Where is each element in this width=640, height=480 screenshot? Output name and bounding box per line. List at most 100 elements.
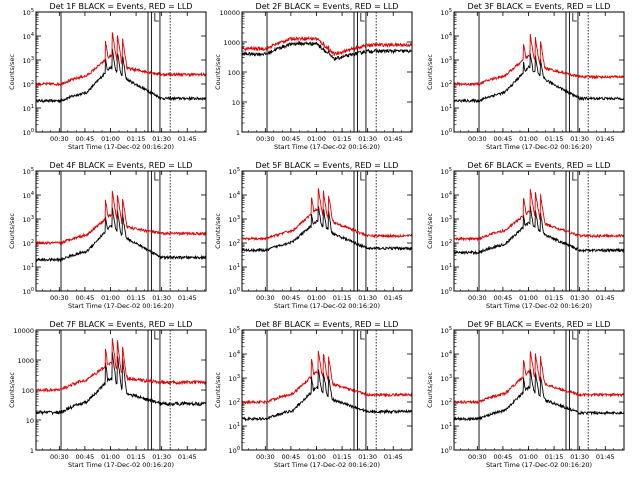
- y-tick-label: 101: [441, 104, 452, 113]
- y-tick-label: 100: [441, 287, 452, 296]
- x-tick-label: 01:30: [358, 135, 377, 143]
- x-tick-label: 01:15: [127, 135, 146, 143]
- y-axis-label: Counts/sec: [8, 213, 16, 249]
- x-tick-label: 01:00: [101, 294, 120, 302]
- y-tick-label: 100: [228, 69, 240, 77]
- detector-panel: Det 1F BLACK = Events, RED = LLD Counts/s…: [8, 2, 207, 151]
- y-tick-label: 100: [441, 128, 452, 137]
- y-tick-label: 1000: [223, 39, 240, 47]
- y-tick-label: 103: [441, 56, 452, 65]
- events-series-line: [241, 206, 413, 253]
- panel-title: Det 3F BLACK = Events, RED = LLD: [468, 2, 611, 11]
- y-axis-label: Counts/sec: [214, 213, 222, 249]
- panel-title: Det 2F BLACK = Events, RED = LLD: [256, 2, 399, 11]
- plot-frame: [35, 329, 207, 451]
- x-tick-label: 01:15: [545, 135, 564, 143]
- x-tick-label: 00:45: [494, 135, 513, 143]
- x-tick-label: 00:30: [256, 294, 275, 302]
- x-tick-label: 01:30: [152, 294, 171, 302]
- x-tick-label: 01:30: [152, 453, 171, 461]
- y-tick-label: 100: [23, 128, 34, 137]
- x-tick-label: 01:00: [519, 135, 538, 143]
- y-axis-label: Counts/sec: [426, 213, 434, 249]
- x-tick-label: 01:30: [358, 453, 377, 461]
- x-tick-label: 01:45: [596, 135, 615, 143]
- x-tick-label: 01:15: [127, 453, 146, 461]
- y-tick-label: 101: [229, 263, 240, 272]
- detector-panel: Det 2F BLACK = Events, RED = LLD Counts/s…: [214, 2, 413, 151]
- y-tick-label: 101: [441, 422, 452, 431]
- time-marker-flag: [360, 331, 365, 340]
- x-tick-label: 00:45: [282, 294, 301, 302]
- plot-frame: [453, 11, 625, 133]
- y-tick-label: 100: [23, 287, 34, 296]
- x-axis-label: Start Time (17-Dec-02 00:16:20): [486, 461, 592, 469]
- y-tick-label: 105: [441, 326, 452, 335]
- x-tick-label: 00:30: [50, 135, 69, 143]
- panel-title: Det 7F BLACK = Events, RED = LLD: [50, 320, 193, 329]
- y-tick-label: 10: [26, 417, 34, 425]
- x-tick-label: 01:00: [519, 453, 538, 461]
- y-tick-label: 102: [441, 239, 452, 248]
- x-tick-label: 01:00: [307, 453, 326, 461]
- plot-frame: [35, 11, 207, 133]
- plot-frame: [35, 170, 207, 292]
- x-tick-label: 01:30: [570, 294, 589, 302]
- x-tick-label: 00:45: [282, 453, 301, 461]
- x-tick-label: 01:15: [545, 294, 564, 302]
- x-tick-label: 01:30: [570, 135, 589, 143]
- panel-title: Det 5F BLACK = Events, RED = LLD: [256, 161, 399, 170]
- events-series-line: [453, 205, 625, 256]
- plot-frame: [453, 329, 625, 451]
- y-tick-label: 101: [441, 263, 452, 272]
- detector-panel: Det 9F BLACK = Events, RED = LLD Counts/s…: [426, 320, 625, 469]
- x-tick-label: 00:45: [76, 453, 95, 461]
- events-series-line: [241, 40, 412, 62]
- detector-panel: Det 3F BLACK = Events, RED = LLD Counts/s…: [426, 2, 625, 151]
- panel-title: Det 4F BLACK = Events, RED = LLD: [50, 161, 193, 170]
- lld-series-line: [453, 351, 624, 405]
- y-tick-label: 104: [23, 191, 34, 200]
- y-tick-label: 105: [229, 326, 240, 335]
- events-series-line: [35, 207, 207, 263]
- panel-title: Det 8F BLACK = Events, RED = LLD: [256, 320, 399, 329]
- events-series-line: [241, 369, 413, 422]
- y-axis-label: Counts/sec: [8, 54, 16, 90]
- x-axis-label: Start Time (17-Dec-02 00:16:20): [486, 302, 592, 310]
- x-tick-label: 00:45: [282, 135, 301, 143]
- events-series-line: [35, 48, 207, 104]
- panel-title: Det 6F BLACK = Events, RED = LLD: [468, 161, 611, 170]
- plot-frame: [241, 11, 413, 133]
- time-marker-flag: [154, 13, 159, 22]
- y-tick-label: 1: [30, 447, 34, 455]
- y-tick-label: 10000: [219, 9, 240, 17]
- lld-series-line: [35, 32, 207, 87]
- y-axis-label: Counts/sec: [214, 372, 222, 408]
- time-marker-flag: [572, 13, 577, 22]
- x-tick-label: 01:15: [545, 453, 564, 461]
- y-tick-label: 103: [23, 56, 34, 65]
- x-axis-label: Start Time (17-Dec-02 00:16:20): [486, 143, 592, 151]
- detector-panel: Det 4F BLACK = Events, RED = LLD Counts/s…: [8, 161, 207, 310]
- y-tick-label: 104: [441, 350, 452, 359]
- x-tick-label: 01:45: [384, 135, 403, 143]
- x-axis-label: Start Time (17-Dec-02 00:16:20): [68, 302, 174, 310]
- x-tick-label: 00:30: [256, 453, 275, 461]
- x-tick-label: 01:15: [127, 294, 146, 302]
- events-series-line: [453, 53, 625, 104]
- panel-title: Det 1F BLACK = Events, RED = LLD: [50, 2, 193, 11]
- panel-title: Det 9F BLACK = Events, RED = LLD: [468, 320, 611, 329]
- x-tick-label: 00:30: [468, 453, 487, 461]
- y-tick-label: 102: [441, 398, 452, 407]
- y-tick-label: 105: [23, 8, 34, 17]
- x-tick-label: 01:00: [101, 135, 120, 143]
- x-tick-label: 01:15: [333, 453, 352, 461]
- x-tick-label: 00:45: [494, 453, 513, 461]
- y-tick-label: 100: [229, 446, 240, 455]
- x-tick-label: 01:00: [307, 294, 326, 302]
- x-tick-label: 01:45: [178, 135, 197, 143]
- y-tick-label: 104: [229, 350, 240, 359]
- y-tick-label: 101: [23, 104, 34, 113]
- x-axis-label: Start Time (17-Dec-02 00:16:20): [68, 461, 174, 469]
